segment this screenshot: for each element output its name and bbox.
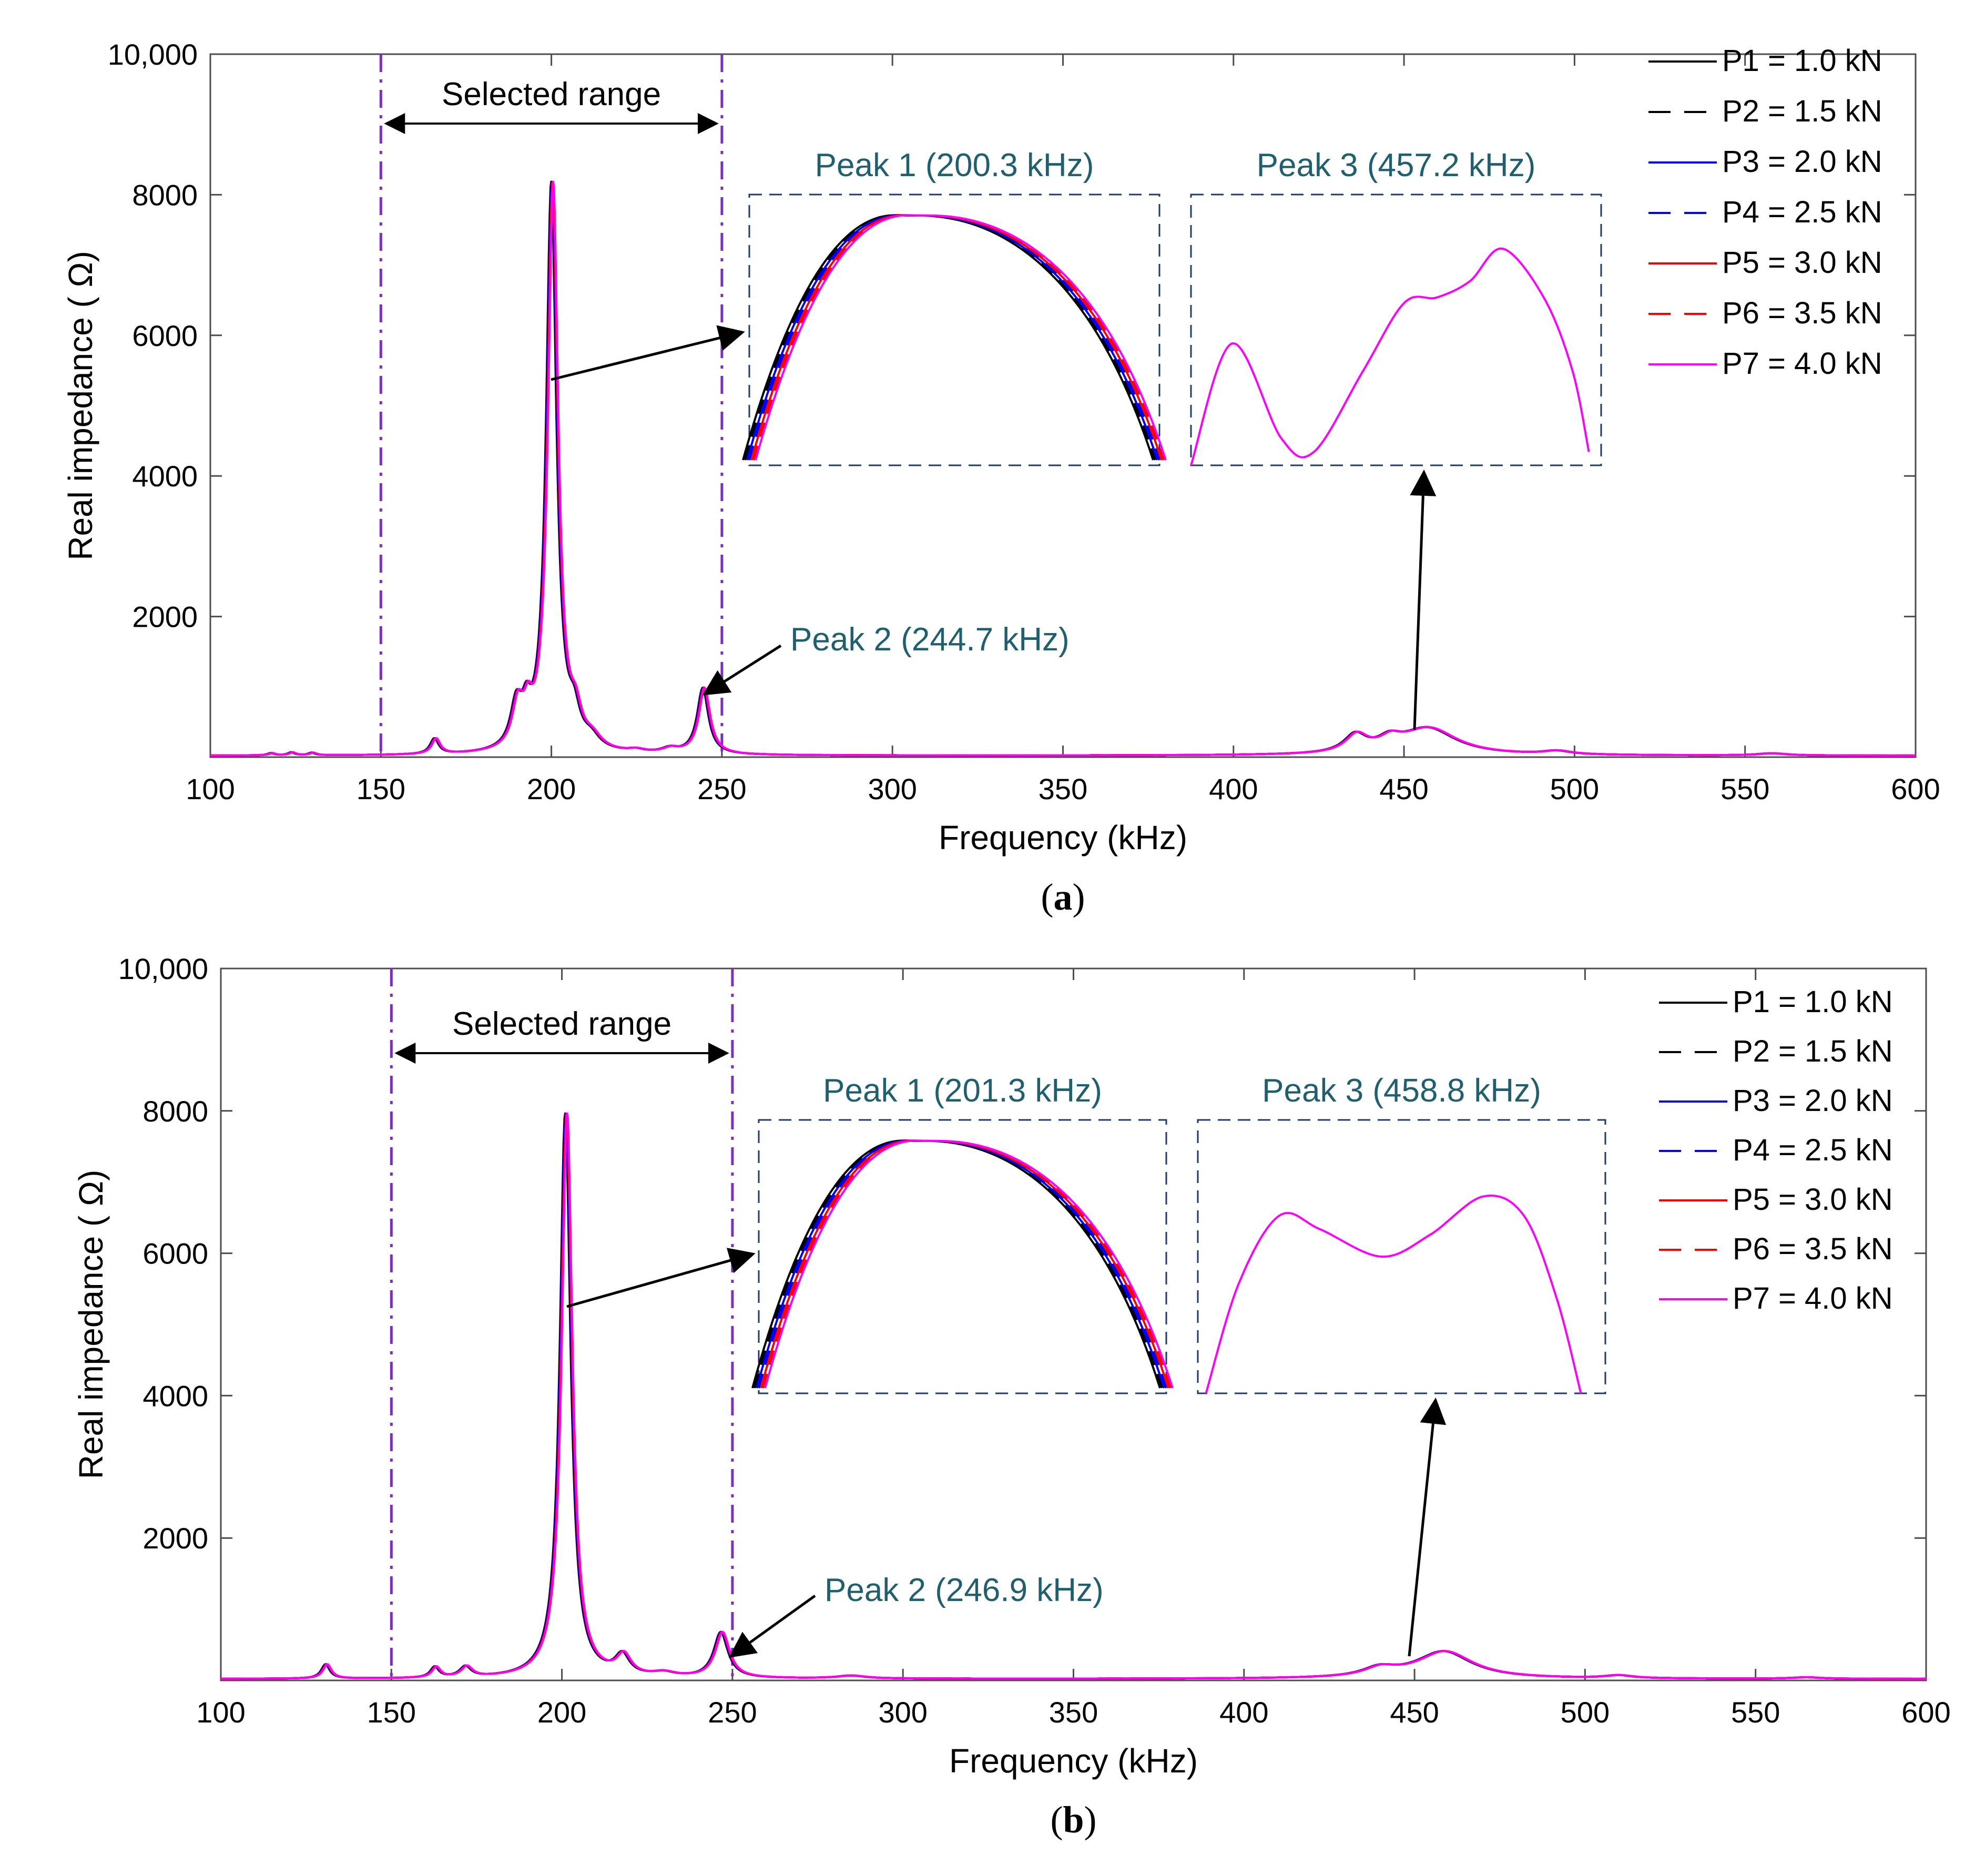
y-tick-label: 4000 <box>142 1379 208 1412</box>
x-tick-label: 300 <box>868 772 917 806</box>
x-tick-label: 400 <box>1209 772 1258 806</box>
legend-label-p1: P1 = 1.0 kN <box>1722 44 1882 78</box>
legend-label-p4: P4 = 2.5 kN <box>1722 195 1882 229</box>
x-tick-label: 250 <box>697 772 746 806</box>
x-axis-title: Frequency (kHz) <box>949 1742 1198 1780</box>
y-tick-label: 4000 <box>132 460 198 493</box>
legend-label-p6: P6 = 3.5 kN <box>1722 296 1882 330</box>
peak2-label: Peak 2 (244.7 kHz) <box>790 621 1070 658</box>
peak2-label: Peak 2 (246.9 kHz) <box>824 1572 1104 1608</box>
selected-range-label: Selected range <box>452 1006 671 1042</box>
x-tick-label: 300 <box>878 1696 927 1729</box>
peak1-arrow <box>551 325 745 381</box>
x-tick-label: 200 <box>527 772 576 806</box>
y-tick-label: 8000 <box>132 178 198 211</box>
x-tick-label: 500 <box>1561 1696 1610 1729</box>
x-tick-label: 600 <box>1891 772 1940 806</box>
x-tick-label: 100 <box>186 772 235 806</box>
y-tick-label: 6000 <box>132 319 198 352</box>
peak2-arrow <box>702 644 782 696</box>
peak3-arrow <box>1408 1398 1447 1657</box>
y-tick-label: 2000 <box>132 600 198 634</box>
x-tick-label: 350 <box>1039 772 1087 806</box>
legend-label-p1: P1 = 1.0 kN <box>1733 985 1893 1019</box>
panel-label-a: (a) <box>1041 876 1085 918</box>
y-tick-label: 8000 <box>142 1095 208 1128</box>
x-tick-label: 350 <box>1049 1696 1098 1729</box>
chart-panel-b: 100 150 200 250 300 350 400 450 500 550 600 2000 400… <box>72 952 1951 1780</box>
series-line-p7 <box>221 1112 1926 1680</box>
x-tick-label: 400 <box>1219 1696 1268 1729</box>
x-tick-label: 100 <box>196 1696 245 1729</box>
chart-panel-a: 100 150 200 250 300 350 400 450 500 550 600 2000 400… <box>62 38 1940 857</box>
inset-peak1-curve-p7 <box>755 214 1167 461</box>
inset-peak1-box <box>748 193 1160 466</box>
inset-peak3-title: Peak 3 (457.2 kHz) <box>1257 147 1536 183</box>
x-tick-label: 250 <box>708 1696 757 1729</box>
legend-label-p5: P5 = 3.0 kN <box>1722 246 1882 280</box>
legend-label-p5: P5 = 3.0 kN <box>1733 1182 1893 1217</box>
inset-peak1-curve-p7 <box>764 1139 1174 1389</box>
legend-label-p3: P3 = 2.0 kN <box>1733 1084 1893 1118</box>
y-tick-label: 10,000 <box>108 38 198 71</box>
legend-label-p3: P3 = 2.0 kN <box>1722 145 1882 179</box>
x-tick-label: 500 <box>1550 772 1599 806</box>
x-tick-label: 200 <box>537 1696 586 1729</box>
x-tick-label: 150 <box>367 1696 416 1729</box>
legend-label-p7: P7 = 4.0 kN <box>1733 1281 1893 1316</box>
y-tick-label: 10,000 <box>118 952 208 985</box>
x-tick-label: 450 <box>1379 772 1428 806</box>
inset-peak1-title: Peak 1 (201.3 kHz) <box>823 1073 1102 1109</box>
x-tick-label: 550 <box>1720 772 1769 806</box>
y-axis-title: Real impedance ( Ω) <box>72 1170 110 1480</box>
panel-label-b: (b) <box>1050 1799 1096 1841</box>
x-axis-title: Frequency (kHz) <box>939 819 1187 857</box>
inset-peak3-box <box>1197 1119 1606 1394</box>
legend-label-p4: P4 = 2.5 kN <box>1733 1133 1893 1167</box>
y-axis-title: Real impedance ( Ω) <box>62 251 99 560</box>
x-tick-label: 600 <box>1901 1696 1950 1729</box>
legend-label-p6: P6 = 3.5 kN <box>1733 1232 1893 1266</box>
legend-label-p2: P2 = 1.5 kN <box>1733 1034 1893 1068</box>
selected-range-label: Selected range <box>442 76 661 113</box>
x-tick-label: 450 <box>1390 1696 1439 1729</box>
peak2-arrow <box>728 1594 816 1658</box>
series-line-p7 <box>210 180 1916 757</box>
legend-label-p2: P2 = 1.5 kN <box>1722 94 1882 128</box>
inset-peak1-title: Peak 1 (200.3 kHz) <box>815 147 1094 183</box>
inset-peak3-curve <box>1205 1194 1582 1394</box>
y-tick-label: 2000 <box>142 1522 208 1555</box>
legend-label-p7: P7 = 4.0 kN <box>1722 346 1882 381</box>
y-tick-label: 6000 <box>142 1237 208 1270</box>
peak1-arrow <box>566 1248 756 1308</box>
x-tick-label: 550 <box>1731 1696 1780 1729</box>
peak3-arrow <box>1410 470 1437 730</box>
inset-peak3-curve <box>1190 247 1590 466</box>
inset-peak3-box <box>1190 193 1602 466</box>
inset-peak3-title: Peak 3 (458.8 kHz) <box>1262 1073 1541 1109</box>
inset-peak1-box <box>758 1119 1167 1394</box>
x-tick-label: 150 <box>357 772 405 806</box>
